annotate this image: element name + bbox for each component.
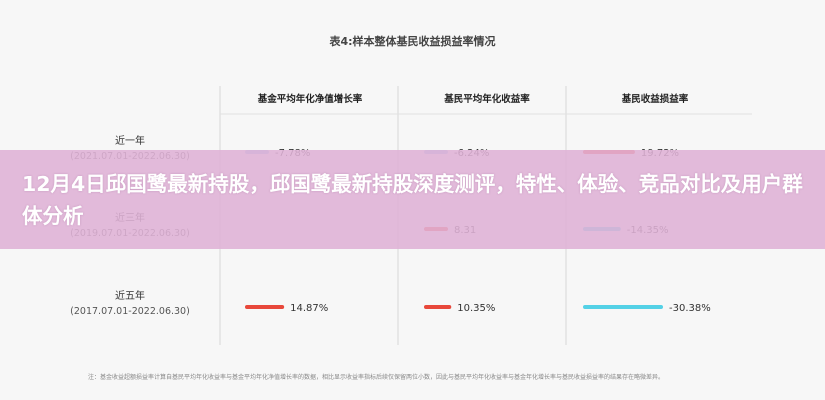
row-period: (2017.07.01-2022.06.30) xyxy=(70,306,190,317)
column-header: 基民收益损益率 xyxy=(621,93,689,105)
value-bar xyxy=(424,305,452,309)
value-bar xyxy=(245,305,285,309)
row-label: 近一年 xyxy=(115,134,145,147)
column-header: 基民平均年化收益率 xyxy=(443,93,530,105)
headline-text: 12月4日邱国鹭最新持股，邱国鹭最新持股深度测评，特性、体验、竞品对比及用户群体… xyxy=(22,171,803,228)
footnote: 注：基金收益超额损益率计算自基民平均年化收益率与基金平均年化净值增长率的数据，相… xyxy=(88,374,665,381)
headline-banner: 12月4日邱国鹭最新持股，邱国鹭最新持股深度测评，特性、体验、竞品对比及用户群体… xyxy=(0,150,825,249)
value-bar xyxy=(583,305,663,309)
value-label: -30.38% xyxy=(669,303,711,314)
row-label: 近五年 xyxy=(115,289,145,302)
chart-title: 表4:样本整体基民收益损益率情况 xyxy=(329,35,496,48)
value-label: 14.87% xyxy=(290,303,328,314)
value-label: 10.35% xyxy=(457,303,495,314)
column-header: 基金平均年化净值增长率 xyxy=(257,93,363,105)
